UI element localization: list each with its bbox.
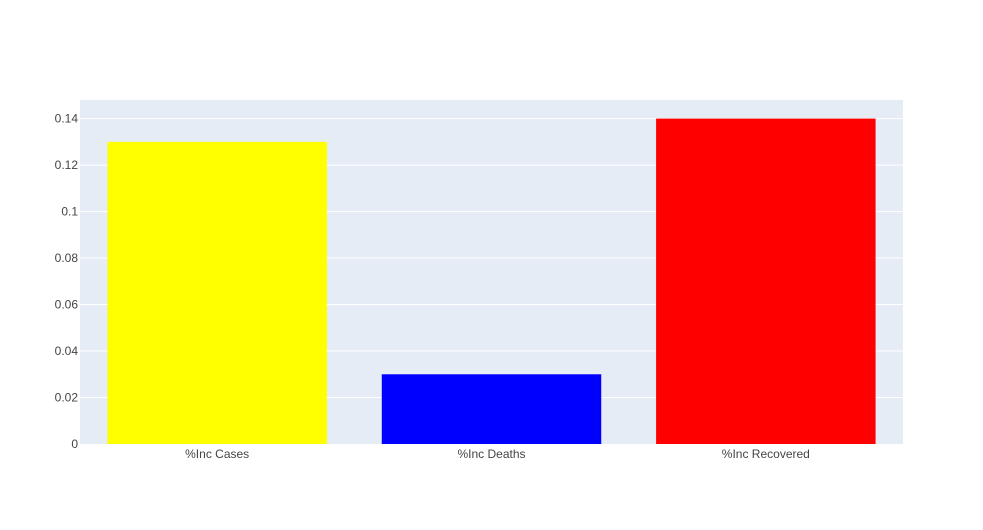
y-axis-ticks: 0 0.02 0.04 0.06 0.08 0.1 0.12 0.14 <box>55 112 79 451</box>
bar[interactable] <box>381 374 602 444</box>
x-tick-label: %Inc Cases <box>185 447 249 461</box>
y-tick-label: 0.08 <box>55 251 79 265</box>
x-tick-label: %Inc Deaths <box>457 447 525 461</box>
y-tick-label: 0.02 <box>55 391 79 405</box>
bars <box>107 118 876 445</box>
bar[interactable] <box>656 118 876 444</box>
y-tick-label: 0.14 <box>55 112 79 126</box>
y-tick-label: 0 <box>71 437 78 451</box>
bar[interactable] <box>107 141 327 445</box>
y-tick-label: 0.06 <box>55 298 79 312</box>
x-axis-ticks: %Inc Cases %Inc Deaths %Inc Recovered <box>185 447 810 461</box>
x-tick-label: %Inc Recovered <box>722 447 810 461</box>
y-tick-label: 0.04 <box>55 344 79 358</box>
y-tick-label: 0.12 <box>55 158 79 172</box>
y-tick-label: 0.1 <box>61 205 78 219</box>
